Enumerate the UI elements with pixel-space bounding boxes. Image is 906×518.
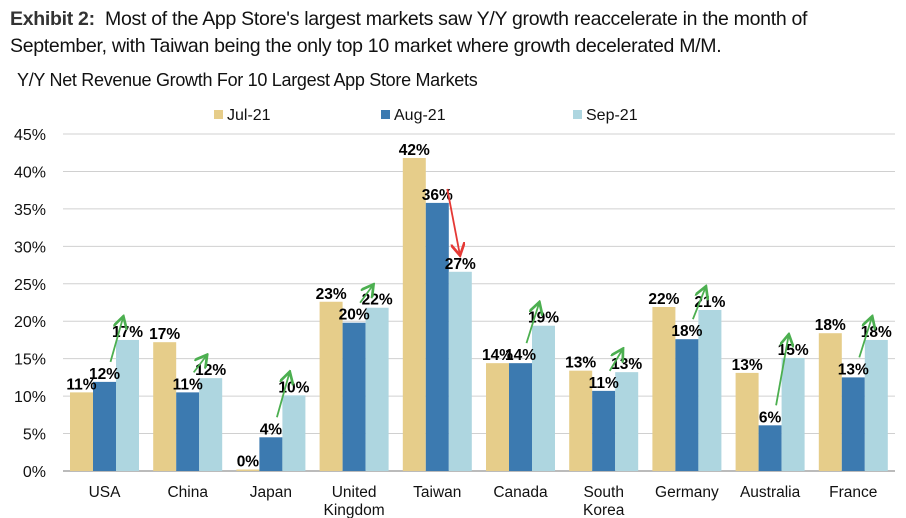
arrow-up-icon xyxy=(276,373,289,418)
x-tick-label: Australia xyxy=(740,484,801,501)
data-label: 42% xyxy=(399,142,430,159)
x-tick-label: Korea xyxy=(583,502,625,518)
bar xyxy=(532,325,555,471)
y-tick-label: 5% xyxy=(23,427,46,444)
x-tick-label: Kingdom xyxy=(324,502,385,518)
data-label: 13% xyxy=(838,361,869,378)
arrow-up-icon xyxy=(192,356,206,373)
arrow-up-icon xyxy=(109,318,123,363)
y-tick-label: 40% xyxy=(14,164,46,181)
data-label: 23% xyxy=(316,286,347,303)
bar xyxy=(116,339,139,471)
arrow-up-icon xyxy=(525,304,539,344)
arrow-up-icon xyxy=(608,350,622,372)
bar xyxy=(615,372,639,471)
bar xyxy=(675,339,699,471)
bar xyxy=(592,390,616,471)
bar xyxy=(486,363,509,471)
x-tick-label: China xyxy=(167,484,208,501)
legend-label: Jul-21 xyxy=(227,107,271,124)
chart-title: Y/Y Net Revenue Growth For 10 Largest Ap… xyxy=(17,70,478,90)
bar xyxy=(818,333,842,471)
y-tick-label: 20% xyxy=(14,314,46,331)
data-label: 0% xyxy=(237,454,260,471)
exhibit-header: Exhibit 2: Most of the App Store's large… xyxy=(10,6,900,60)
x-tick-label: Germany xyxy=(655,484,719,501)
data-label: 36% xyxy=(422,187,453,204)
data-label: 18% xyxy=(671,323,702,340)
y-tick-label: 35% xyxy=(14,202,46,219)
bar xyxy=(735,372,759,471)
bar xyxy=(841,377,865,471)
x-tick-label: United xyxy=(332,484,377,501)
bar xyxy=(864,339,888,471)
bar xyxy=(569,370,593,471)
bar xyxy=(698,309,722,471)
legend-swatch xyxy=(214,110,223,119)
legend-swatch xyxy=(381,110,390,119)
bar xyxy=(758,425,782,471)
x-tick-label: USA xyxy=(89,484,122,501)
bar xyxy=(425,202,449,472)
bar xyxy=(365,307,389,471)
bar xyxy=(236,469,260,471)
data-label: 11% xyxy=(66,376,96,393)
bar xyxy=(93,381,116,471)
data-label: 11% xyxy=(173,376,203,393)
x-tick-label: South xyxy=(583,484,624,501)
bar xyxy=(70,392,93,471)
bar xyxy=(402,157,426,471)
x-tick-label: Japan xyxy=(250,484,292,501)
arrow-down-icon xyxy=(446,188,459,254)
data-label: 13% xyxy=(565,355,596,372)
arrow-up-icon xyxy=(775,336,788,406)
bar xyxy=(448,271,472,471)
y-tick-label: 30% xyxy=(14,239,46,256)
y-tick-label: 15% xyxy=(14,352,46,369)
data-label: 15% xyxy=(778,342,809,359)
data-label: 12% xyxy=(89,366,120,383)
bar xyxy=(781,357,805,471)
data-label: 14% xyxy=(482,347,513,364)
data-label: 11% xyxy=(589,375,619,392)
data-label: 27% xyxy=(445,256,476,273)
arrow-up-icon xyxy=(858,318,871,358)
bar xyxy=(509,363,532,471)
data-label: 14% xyxy=(505,347,536,364)
data-label: 18% xyxy=(815,317,846,334)
y-tick-label: 10% xyxy=(14,389,46,406)
data-label: 13% xyxy=(732,357,763,374)
legend-label: Aug-21 xyxy=(394,107,446,124)
data-label: 4% xyxy=(260,421,283,438)
x-tick-label: Taiwan xyxy=(413,484,461,501)
y-tick-label: 45% xyxy=(14,127,46,144)
bar xyxy=(176,392,200,471)
data-label: 17% xyxy=(149,326,180,343)
exhibit-label: Exhibit 2: xyxy=(10,8,95,30)
bar xyxy=(259,437,283,471)
exhibit-text: Most of the App Store's largest markets … xyxy=(10,8,808,57)
bar xyxy=(342,322,366,471)
y-tick-label: 25% xyxy=(14,277,46,294)
data-label: 22% xyxy=(648,291,679,308)
arrow-up-icon xyxy=(359,286,372,304)
bar xyxy=(282,395,306,471)
bar xyxy=(153,342,177,471)
x-tick-label: Canada xyxy=(493,484,548,501)
bar xyxy=(199,378,223,471)
bar xyxy=(652,306,676,471)
bar xyxy=(319,301,343,471)
x-tick-label: France xyxy=(829,484,877,501)
legend-label: Sep-21 xyxy=(586,107,638,124)
data-label: 20% xyxy=(339,307,370,324)
data-label: 6% xyxy=(759,409,782,426)
legend-swatch xyxy=(573,110,582,119)
y-tick-label: 0% xyxy=(23,464,46,481)
data-label: 13% xyxy=(611,356,642,373)
arrow-up-icon xyxy=(692,288,705,320)
